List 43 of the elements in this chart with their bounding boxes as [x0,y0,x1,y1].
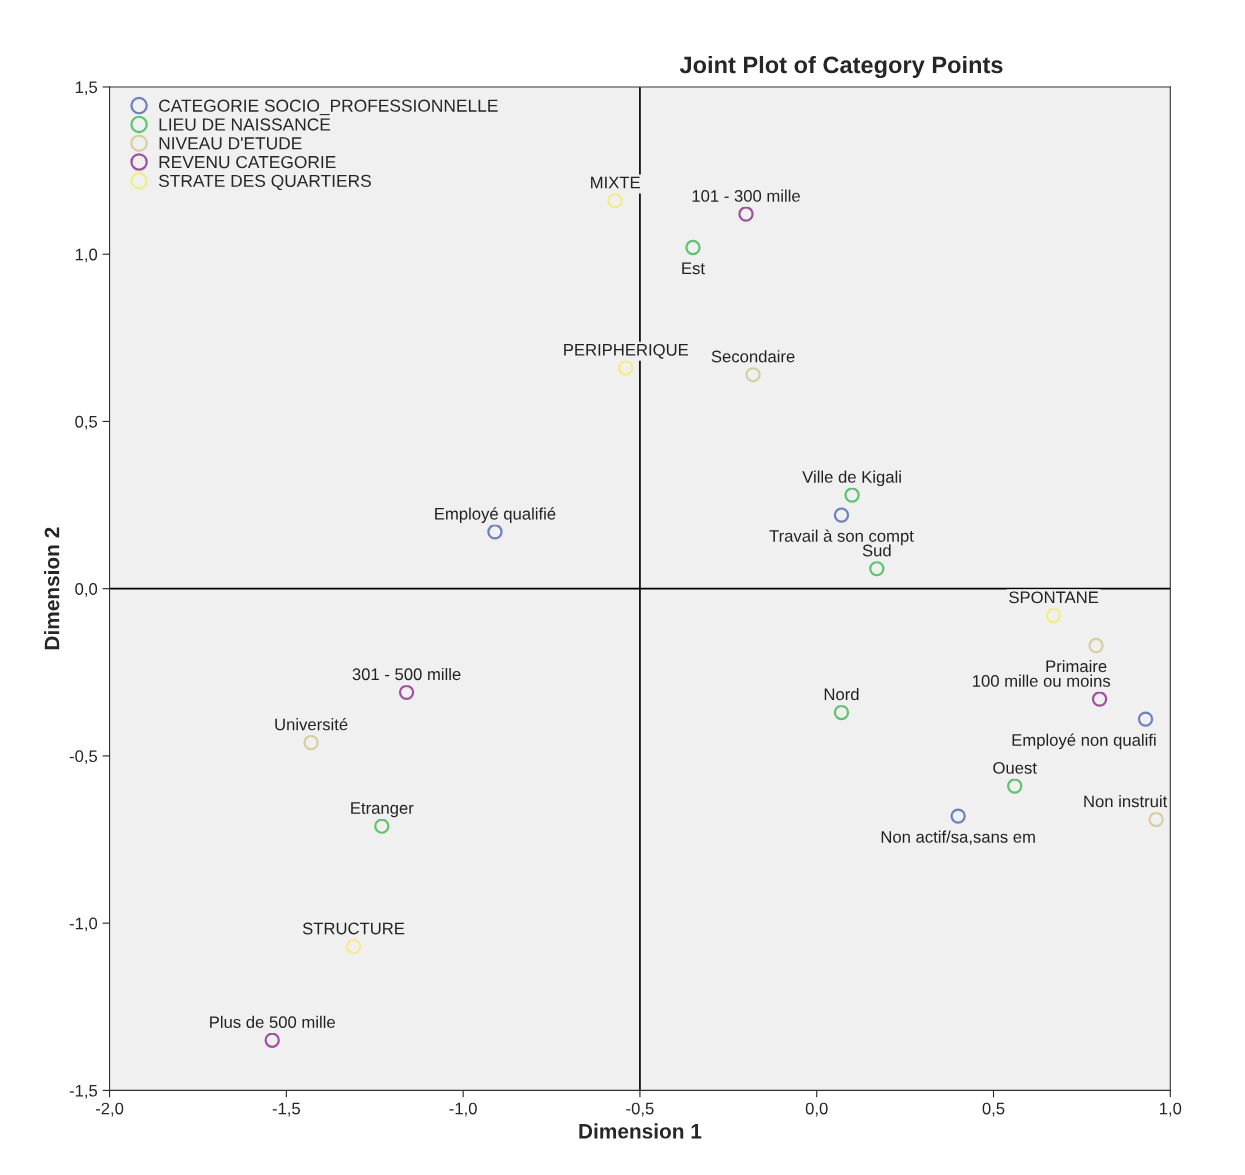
x-tick-label: 1,0 [1159,1102,1182,1117]
annotation: Primaire [1046,659,1107,673]
annotation: Est [682,262,705,275]
y-axis-title: Dimension 2 [44,527,60,650]
y-tick-label: -1,0 [69,917,98,932]
legend-label: NIVEAU D'ETUDE [159,137,302,150]
annotation: 100 mille ou moins [973,674,1111,687]
legend-label: REVENU CATEGORIE [159,155,336,169]
annotation: Ville de Kigali [802,470,901,487]
y-tick-label: 1,5 [75,81,98,96]
chart-title: Joint Plot of Category Points [679,55,1003,79]
annotation: Ouest [993,762,1037,774]
x-axis-title: Dimension 1 [579,1123,702,1139]
y-tick-label: -1,5 [69,1084,98,1099]
annotation: Non instruit [1084,795,1168,808]
annotation: 301 - 500 mille [352,667,461,681]
annotation: Employé non qualifi [1012,733,1156,750]
x-tick-label: -2,0 [95,1102,124,1117]
y-tick-label: 1,0 [75,248,98,263]
x-tick-label: -0,5 [626,1102,654,1117]
y-tick-label: 0,0 [75,583,98,597]
annotation: Secondaire [711,350,795,363]
annotation: Université [275,717,348,731]
x-tick-label: -1,0 [449,1102,477,1117]
y-tick-label: 0,5 [75,415,98,430]
annotation: Non actif/sa,sans em [881,830,1035,845]
x-tick-label: 0,0 [805,1102,828,1117]
y-tick-label: -0,5 [69,750,98,765]
legend-label: CATEGORIE SOCIO_PROFESSIONNELLE [159,99,498,116]
annotation: SPONTANE [1009,591,1099,604]
x-tick-label: 0,5 [982,1102,1005,1117]
annotation: Plus de 500 mille [210,1015,335,1029]
annotation: Employé qualifié [435,507,556,524]
annotation: Etranger [351,802,414,818]
annotation: STRUCTURE [302,922,405,935]
annotation: Nord [824,688,859,701]
x-tick-label: -1,5 [272,1102,301,1117]
legend-label: LIEU DE NAISSANCE [159,118,331,131]
annotation: 101 - 300 mille [692,189,800,202]
annotation: PERIPHERIQUE [564,343,689,359]
legend-label: STRATE DES QUARTIERS [158,174,371,191]
annotation: MIXTE [591,176,640,189]
annotation: Sud [862,544,891,557]
